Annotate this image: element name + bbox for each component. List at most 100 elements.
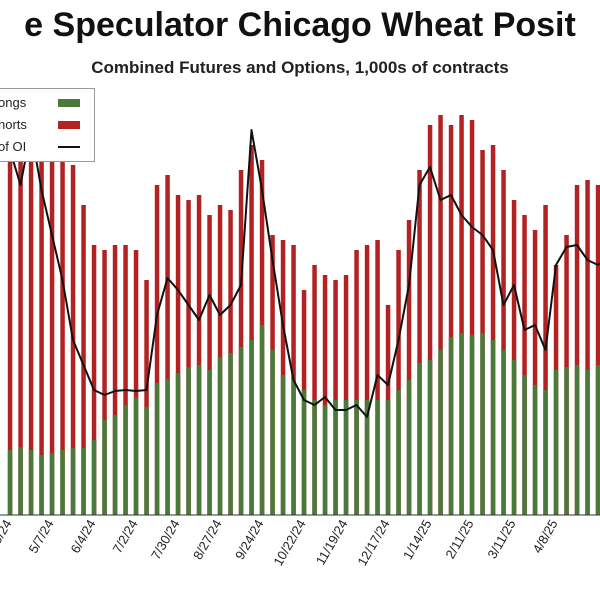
bar-longs (123, 405, 128, 515)
bar-shorts (448, 125, 454, 515)
bar-shorts (490, 145, 496, 515)
bar-longs (165, 379, 170, 515)
bar-longs (480, 333, 485, 515)
bars-layer (7, 115, 600, 515)
x-tick-label: 4/8/25 (530, 517, 561, 556)
bar-longs (270, 350, 275, 515)
bar-shorts (406, 220, 412, 515)
bar-longs (459, 333, 464, 515)
bar-shorts (39, 150, 44, 515)
legend-label-shorts: horts (0, 117, 27, 132)
bar-longs (343, 400, 349, 515)
bar-shorts (49, 155, 55, 515)
bar-longs (39, 455, 44, 515)
bar-longs (511, 360, 517, 515)
bar-longs (112, 415, 118, 515)
bar-shorts (522, 215, 527, 515)
bar-longs (333, 400, 338, 515)
bar-longs (102, 420, 107, 515)
bar-longs (564, 367, 569, 515)
bar-shorts (165, 175, 170, 515)
x-tick-label: 3/11/25 (484, 517, 518, 561)
x-tick-label: 1/14/25 (400, 517, 435, 562)
bar-longs (217, 357, 223, 515)
bar-shorts (354, 250, 359, 515)
bar-shorts (322, 275, 328, 515)
x-tick-label: 10/22/24 (270, 517, 308, 568)
bar-longs (259, 325, 265, 515)
bar-longs (448, 337, 454, 515)
x-tick-label: 8/27/24 (190, 517, 225, 562)
bar-longs (595, 365, 600, 515)
bar-shorts (123, 245, 128, 515)
bar-shorts (28, 130, 34, 515)
bar-shorts (60, 130, 65, 515)
bar-shorts (501, 170, 506, 515)
bar-longs (574, 365, 580, 515)
bar-shorts (175, 195, 181, 515)
bar-shorts (427, 125, 433, 515)
bar-longs (196, 365, 202, 515)
bar-longs (133, 397, 139, 515)
bar-shorts (102, 250, 107, 515)
bar-longs (28, 450, 34, 515)
bar-longs (7, 450, 13, 515)
bar-shorts (574, 185, 580, 515)
bar-longs (144, 407, 149, 515)
bar-longs (228, 353, 233, 515)
x-tick-label: 4/9/24 (0, 517, 15, 556)
bar-shorts (532, 230, 538, 515)
bar-shorts (543, 205, 548, 515)
bar-shorts (480, 150, 485, 515)
bar-longs (238, 347, 244, 515)
bar-longs (70, 448, 76, 515)
bar-shorts (417, 170, 422, 515)
bar-shorts (207, 215, 212, 515)
bar-longs (301, 390, 307, 515)
bar-longs (312, 400, 317, 515)
x-tick-label: 5/7/24 (26, 517, 57, 556)
bar-longs (249, 340, 254, 515)
bar-longs (501, 350, 506, 515)
bar-longs (522, 375, 527, 515)
bar-longs (175, 373, 181, 515)
chart-subtitle: Combined Futures and Options, 1,000s of … (91, 58, 509, 77)
bar-longs (280, 375, 286, 515)
x-tick-label: 7/30/24 (148, 517, 183, 562)
bar-shorts (112, 245, 118, 515)
x-tick-label: 6/4/24 (68, 517, 99, 556)
bar-longs (427, 360, 433, 515)
x-tick-label: 7/2/24 (110, 517, 141, 556)
bar-longs (154, 383, 160, 515)
bar-shorts (91, 245, 97, 515)
bar-shorts (196, 195, 202, 515)
legend-label-pct-oi: of OI (0, 139, 27, 154)
bar-shorts (333, 280, 338, 515)
bar-longs (354, 400, 359, 515)
bar-shorts (81, 205, 86, 515)
bar-shorts (154, 185, 160, 515)
bar-shorts (144, 280, 149, 515)
series-line-pct-oi (9, 129, 600, 418)
bar-longs (91, 440, 97, 515)
legend-swatch-longs (58, 99, 80, 107)
bar-shorts (459, 115, 464, 515)
bar-longs (385, 400, 391, 515)
bar-shorts (186, 200, 191, 515)
x-tick-label: 12/17/24 (354, 517, 392, 568)
bar-shorts (595, 185, 600, 515)
bar-longs (417, 363, 422, 515)
bar-shorts (511, 200, 517, 515)
bar-shorts (364, 245, 370, 515)
bar-longs (438, 350, 443, 515)
legend-label-longs: ongs (0, 95, 27, 110)
bar-longs (49, 453, 55, 515)
x-tick-label: 11/19/24 (313, 517, 351, 567)
x-tick-label: 2/11/25 (442, 517, 476, 561)
bar-longs (553, 370, 559, 515)
bar-shorts (312, 265, 317, 515)
bar-shorts (585, 180, 590, 515)
bar-longs (396, 390, 401, 515)
x-tick-label: 9/24/24 (232, 517, 267, 562)
